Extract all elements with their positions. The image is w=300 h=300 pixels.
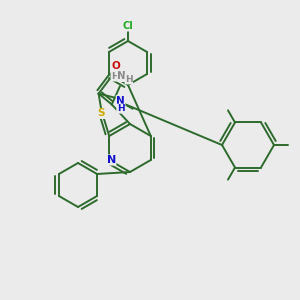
Text: N: N	[106, 155, 116, 165]
Text: H: H	[117, 104, 124, 113]
Text: N: N	[117, 71, 126, 82]
Text: H: H	[111, 72, 118, 81]
Text: Cl: Cl	[123, 21, 134, 31]
Text: O: O	[111, 61, 120, 70]
Text: N: N	[116, 96, 125, 106]
Text: H: H	[125, 75, 133, 84]
Text: S: S	[98, 109, 105, 118]
